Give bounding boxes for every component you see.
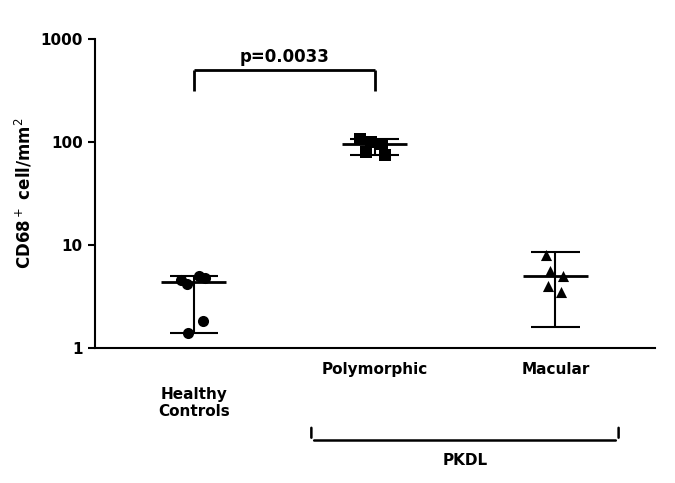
Point	[176, 277, 187, 284]
Point	[182, 280, 192, 287]
Point	[366, 138, 377, 145]
Point	[541, 251, 551, 258]
Text: Macular: Macular	[521, 362, 589, 377]
Point	[355, 136, 366, 143]
Point	[380, 151, 391, 158]
Point	[543, 282, 554, 290]
Point	[199, 274, 210, 282]
Point	[377, 140, 387, 148]
Y-axis label: CD68$^+$ cell/mm$^2$: CD68$^+$ cell/mm$^2$	[14, 117, 35, 269]
Point	[183, 329, 194, 337]
Point	[545, 268, 556, 275]
Text: p=0.0033: p=0.0033	[240, 48, 329, 66]
Text: Healthy
Controls: Healthy Controls	[158, 387, 230, 419]
Point	[360, 148, 371, 156]
Point	[556, 288, 566, 296]
Text: Polymorphic: Polymorphic	[321, 362, 428, 377]
Point	[198, 318, 209, 326]
Point	[194, 272, 205, 280]
Text: PKDL: PKDL	[442, 453, 487, 468]
Point	[557, 272, 568, 280]
